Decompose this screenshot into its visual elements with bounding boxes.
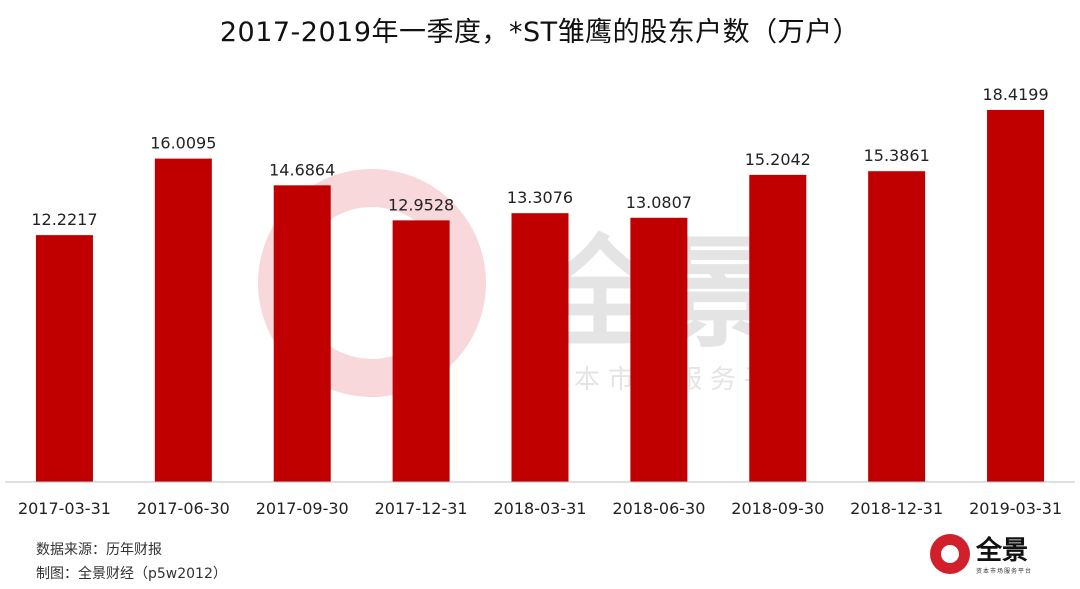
bar	[630, 217, 688, 482]
bar-value-label: 15.2042	[745, 150, 811, 169]
logo-tagline: 资本市场服务平台	[976, 568, 1033, 575]
data-source: 数据来源：历年财报	[36, 542, 162, 558]
x-tick-label: 2019-03-31	[969, 499, 1062, 518]
x-tick-label: 2017-12-31	[375, 499, 468, 518]
logo-mark-icon	[930, 534, 970, 574]
bar	[35, 235, 93, 482]
bar-value-label: 18.4199	[982, 85, 1048, 104]
bar-value-label: 13.0807	[626, 193, 692, 212]
bar	[154, 158, 212, 482]
chart-footer: 数据来源：历年财报 制图：全景财经（p5w2012）	[36, 538, 227, 586]
x-tick-labels: 2017-03-31 2017-06-30 2017-09-30 2017-12-31…	[18, 499, 1062, 518]
brand-logo: 全景 资本市场服务平台	[930, 528, 1060, 578]
logo-brand: 全景	[976, 536, 1029, 566]
bar-value-label: 12.2217	[31, 210, 97, 229]
x-tick-label: 2017-03-31	[18, 499, 111, 518]
bar	[868, 171, 926, 482]
bar-value-label: 16.0095	[150, 134, 216, 153]
bar	[987, 109, 1045, 482]
x-tick-label: 2018-09-30	[731, 499, 824, 518]
bar	[392, 220, 450, 482]
x-tick-label: 2017-09-30	[256, 499, 349, 518]
x-tick-label: 2018-06-30	[612, 499, 705, 518]
chart-title: 2017-2019年一季度，*ST雏鹰的股东户数（万户）	[219, 17, 861, 48]
chart-maker: 制图：全景财经（p5w2012）	[36, 566, 227, 582]
bars-group: 12.2217 16.0095 14.6864 12.9528 13.3076 13.08…	[31, 85, 1049, 483]
bar	[749, 174, 807, 482]
x-tick-label: 2018-12-31	[850, 499, 943, 518]
bar	[511, 213, 569, 483]
bar-value-label: 12.9528	[388, 195, 454, 214]
bar-value-label: 14.6864	[269, 160, 335, 179]
bar	[273, 185, 331, 482]
x-tick-label: 2018-03-31	[494, 499, 587, 518]
x-tick-label: 2017-06-30	[137, 499, 230, 518]
bar-value-label: 13.3076	[507, 188, 573, 207]
bar-value-label: 15.3861	[864, 146, 930, 165]
